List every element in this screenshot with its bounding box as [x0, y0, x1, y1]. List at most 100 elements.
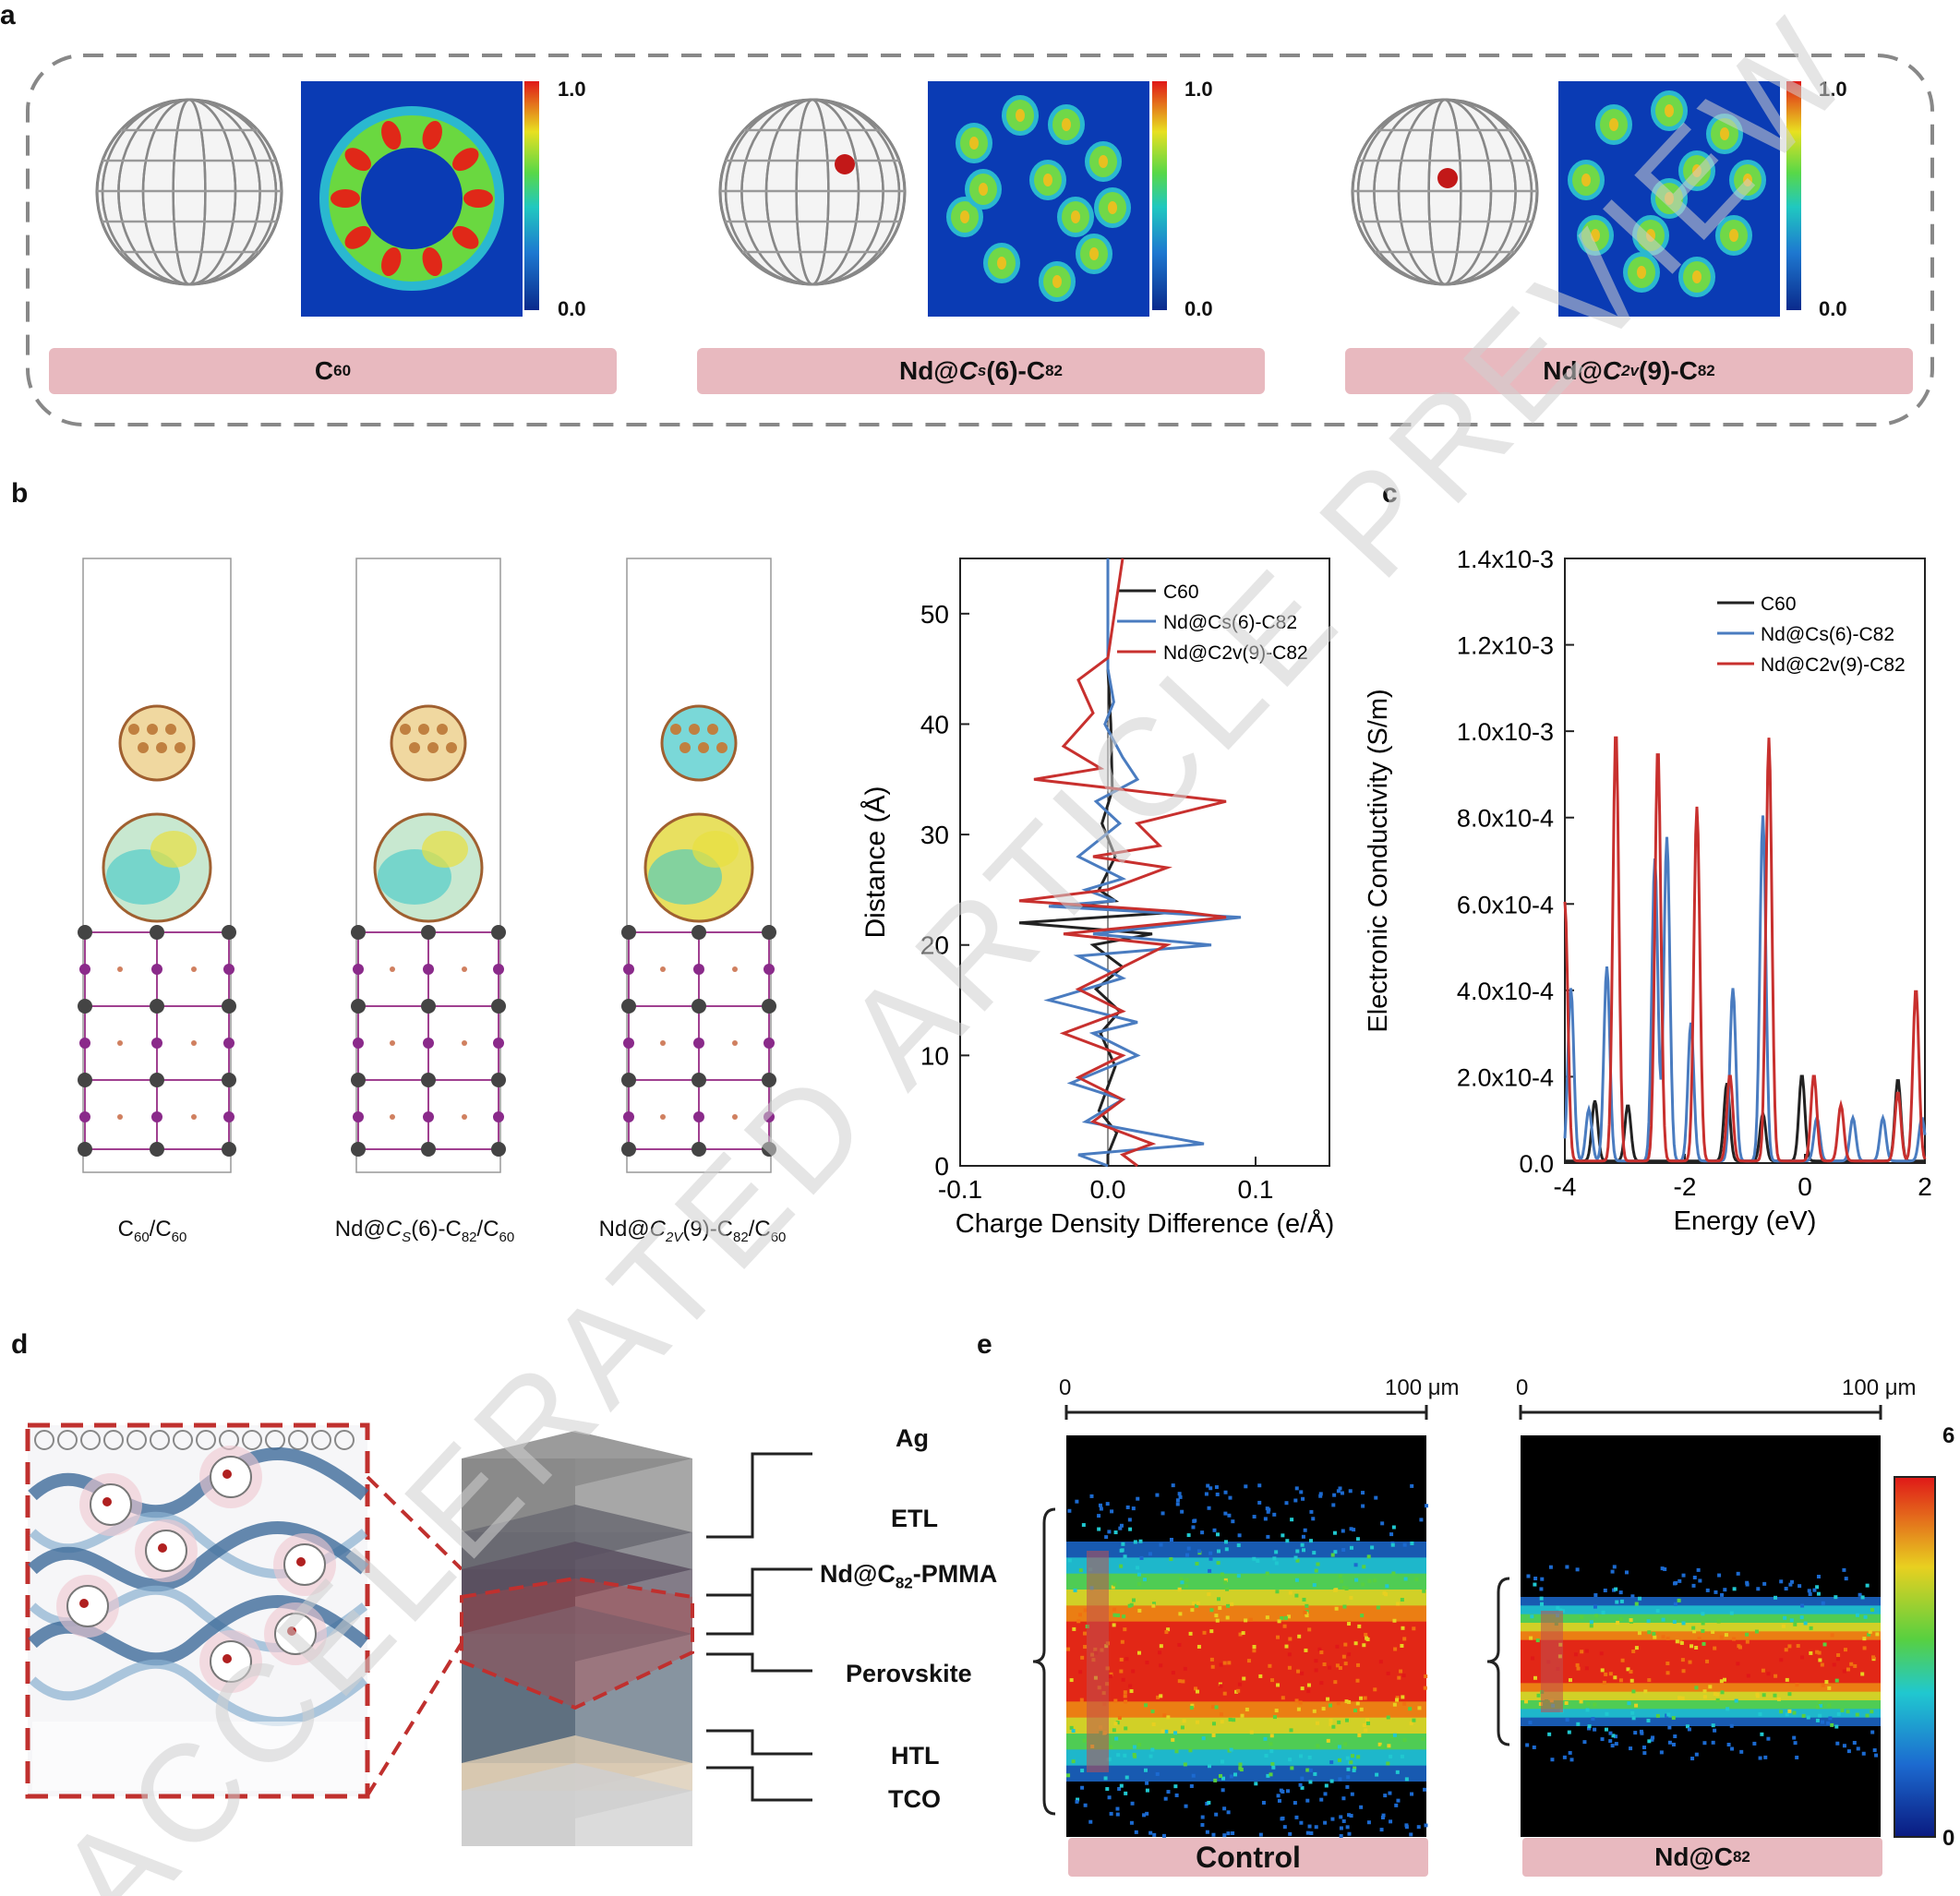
- fullerene-row-icon: [57, 1430, 78, 1450]
- label-nd-c82: Nd@C 82: [1522, 1838, 1882, 1877]
- fullerene-cage-3: [1351, 98, 1539, 286]
- chart-c-xtick-label: -2: [1674, 1172, 1697, 1201]
- depth-profile-column: [1087, 1551, 1109, 1772]
- layer-leader-line-6: [706, 1766, 812, 1802]
- chart-c-ytick-label: 6.0x10-4: [1457, 891, 1554, 918]
- chart-b-xlabel: Charge Density Difference (e/Å): [956, 1208, 1334, 1239]
- chart-b-series-2: [1043, 558, 1242, 1168]
- elf-map-2: [928, 81, 1149, 317]
- chart-c-xtick-label: 2: [1918, 1172, 1932, 1201]
- chart-b-legend-label-1: C60: [1163, 582, 1199, 603]
- fullerene-row-icon: [288, 1430, 308, 1450]
- layer-leader-line-1: [706, 1452, 812, 1539]
- panel-b-structures: [78, 558, 776, 1173]
- pmma-layer-highlight: [460, 1576, 694, 1710]
- tof-sims-maps: [1032, 1405, 1936, 1838]
- chart-b-ytick-label: 30: [920, 821, 949, 849]
- label-nd-c2v9-c82: Nd@ C 2v (9)-C 82: [1345, 348, 1913, 394]
- label-c60: C 60: [49, 348, 617, 394]
- fullerene-row-icon: [126, 1430, 147, 1450]
- caption-nd-cs6-c82-c60: Nd@CS(6)-C82/C60: [334, 1217, 515, 1245]
- colorbar-a3-max: 1.0: [1819, 78, 1847, 101]
- label-control: Control: [1068, 1838, 1428, 1877]
- panel-letter-e: e: [977, 1329, 992, 1360]
- zoom-connector: [366, 1475, 463, 1571]
- scale-start-right: 0: [1516, 1375, 1529, 1400]
- chart-b-series-1: [1018, 558, 1183, 1166]
- colorbar-a3-min: 0.0: [1819, 297, 1847, 320]
- chart-b-ytick-label: 40: [920, 710, 949, 738]
- colorbar-a1-max: 1.0: [558, 78, 586, 101]
- chart-c-legend-label-2: Nd@Cs(6)-C82: [1761, 624, 1894, 645]
- panel-letter-b: b: [11, 478, 29, 509]
- chart-c-legend-label-1: C60: [1761, 594, 1797, 615]
- chart-c-ytick-label: 1.2x10-3: [1457, 632, 1554, 660]
- chart-c-ylabel: Electronic Conductivity (S/m): [1366, 689, 1393, 1032]
- fullerene-cage-1: [95, 98, 283, 286]
- slab-structure-3: [621, 558, 776, 1173]
- panel-letter-a: a: [0, 0, 16, 30]
- chart-b-xtick-label: 0.0: [1090, 1175, 1126, 1204]
- chart-b-ytick-label: 50: [920, 600, 949, 629]
- layer-label-perovskite: Perovskite: [846, 1660, 972, 1687]
- chart-c-ytick-label: 2.0x10-4: [1457, 1063, 1554, 1091]
- fullerene-row-icon: [34, 1430, 54, 1450]
- fullerene-row-icon: [80, 1430, 101, 1450]
- caption-c60-c60: C60/C60: [117, 1217, 187, 1245]
- colorbar-a2-min: 0.0: [1184, 297, 1213, 320]
- layer-label-htl: HTL: [891, 1742, 940, 1770]
- chart-c-series-3: [1563, 736, 1927, 1163]
- elf-map-3: [1558, 81, 1780, 317]
- layer-leader-line-5: [706, 1729, 812, 1756]
- fullerene-row-icon: [103, 1430, 124, 1450]
- chart-c-ytick-label: 4.0x10-4: [1457, 978, 1554, 1005]
- chart-c-xtick-label: 0: [1798, 1172, 1812, 1201]
- device-schematic: [25, 1422, 812, 1846]
- fullerene-row-icon: [334, 1430, 355, 1450]
- panel-a-frame: [26, 54, 1934, 426]
- layer-leader-line-2: [706, 1567, 812, 1597]
- chart-b-legend-label-3: Nd@C2v(9)-C82: [1163, 642, 1308, 664]
- chart-c-ytick-label: 8.0x10-4: [1457, 805, 1554, 833]
- colorbar-a1-min: 0.0: [558, 297, 586, 320]
- chart-c-frame: [1564, 558, 1926, 1164]
- conductivity-chart: -4 -2 0 2 0.0 2.0x10-4 4.0x10-4 6.0x10-4 8.0x10-…: [1366, 546, 1932, 1236]
- fullerene-row-icon: [150, 1430, 170, 1450]
- chart-c-ytick-label: 0.0: [1519, 1150, 1554, 1178]
- fullerene-row-icon: [311, 1430, 331, 1450]
- chart-b-legend-label-2: Nd@Cs(6)-C82: [1163, 612, 1297, 633]
- nd-atom-2: [1437, 168, 1458, 188]
- device-layer-1: [462, 1431, 692, 1532]
- layer-leader-line-4: [706, 1652, 812, 1673]
- fullerene-row-icon: [242, 1430, 262, 1450]
- scale-start-left: 0: [1059, 1375, 1072, 1400]
- nd-atom-1: [835, 154, 855, 174]
- layer-label-ag: Ag: [896, 1424, 929, 1452]
- brace: [1032, 1507, 1056, 1816]
- panel-letter-d: d: [11, 1329, 29, 1360]
- panel-a-images: [95, 81, 1801, 317]
- slab-structure-2: [351, 558, 506, 1173]
- slab-structure-1: [78, 558, 236, 1173]
- panel-letter-c: c: [1382, 478, 1398, 509]
- colorbar-a-3: [1786, 81, 1801, 310]
- layer-label-etl: ETL: [891, 1505, 938, 1532]
- chart-c-series-1: [1565, 1074, 1925, 1163]
- chart-b-xtick-label: 0.1: [1238, 1175, 1274, 1204]
- device-layer-6: [462, 1763, 692, 1846]
- colorbar-e-min: 0: [1942, 1826, 1955, 1851]
- tof-map-2: [1486, 1405, 1882, 1837]
- colorbar-a-2: [1152, 81, 1167, 310]
- chart-c-ytick-label: 1.0x10-3: [1457, 718, 1554, 746]
- layer-leader-line-3: [706, 1567, 812, 1636]
- chart-b-ytick-label: 20: [920, 931, 949, 960]
- colorbar-a2-max: 1.0: [1184, 78, 1213, 101]
- layer-label-tco: TCO: [888, 1785, 941, 1813]
- depth-profile-column: [1541, 1611, 1563, 1712]
- zoom-connector: [366, 1641, 463, 1797]
- caption-nd-c2v9-c82-c60: Nd@C2V(9)-C82/C60: [598, 1217, 787, 1245]
- colorbar-e-max: 6: [1942, 1423, 1955, 1448]
- chart-c-legend-label-3: Nd@C2v(9)-C82: [1761, 654, 1906, 676]
- scale-end-left: 100 μm: [1385, 1375, 1460, 1400]
